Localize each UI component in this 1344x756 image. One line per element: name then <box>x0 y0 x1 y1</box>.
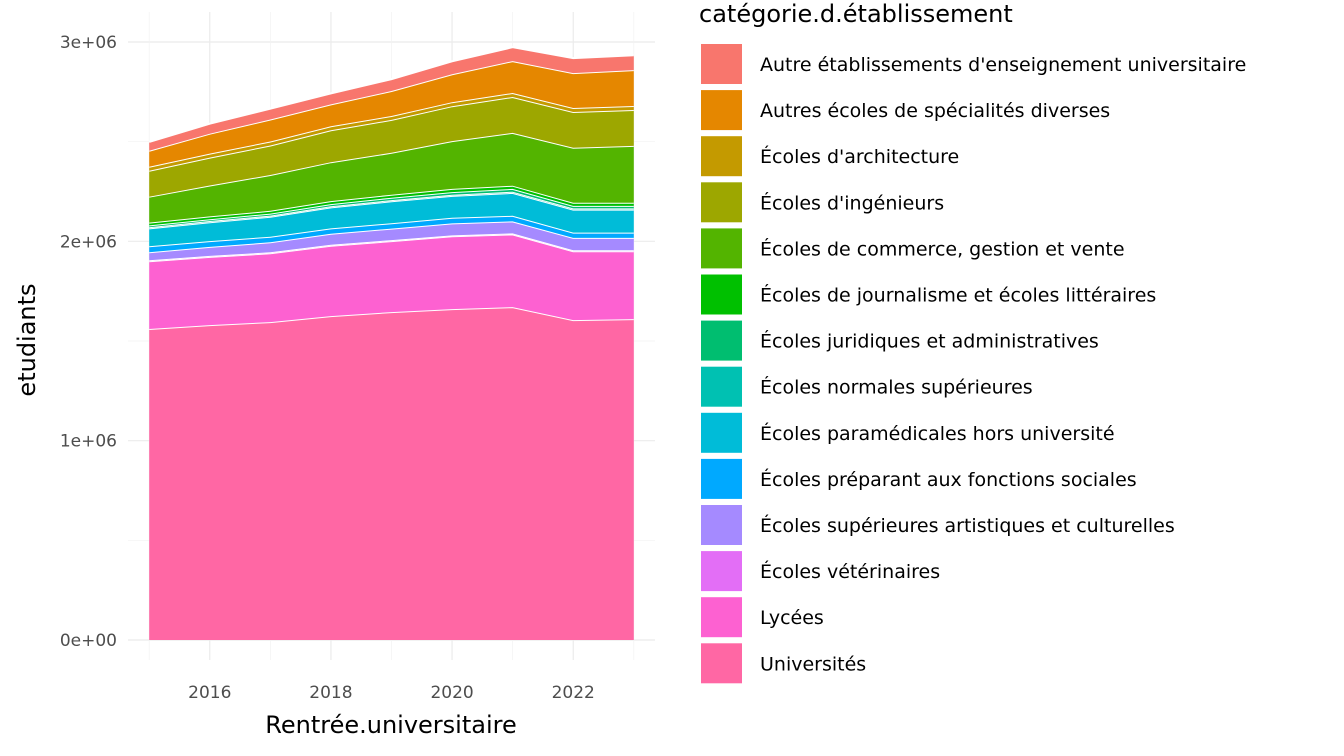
y-tick-label: 2e+06 <box>60 232 117 252</box>
legend-label: Écoles vétérinaires <box>760 560 940 583</box>
area-series <box>149 61 634 167</box>
legend-item: Autre établissements d'enseignement univ… <box>701 44 1246 84</box>
area-series <box>149 97 634 197</box>
legend-label: Écoles normales supérieures <box>760 376 1033 399</box>
y-tick-label: 0e+00 <box>60 631 117 651</box>
x-tick-label: 2018 <box>309 683 352 703</box>
legend-swatch <box>701 505 742 545</box>
area-series <box>149 132 634 223</box>
x-tick-label: 2020 <box>430 683 473 703</box>
legend-label: Écoles préparant aux fonctions sociales <box>760 468 1137 491</box>
legend-swatch <box>701 274 742 315</box>
legend-label: Universités <box>760 653 866 675</box>
legend-item: Écoles vétérinaires <box>701 551 940 592</box>
legend-title: catégorie.d.établissement <box>699 0 1013 28</box>
legend-item: Universités <box>701 643 866 684</box>
legend-item: Autres écoles de spécialités diverses <box>701 90 1110 131</box>
legend-swatch <box>701 412 742 453</box>
legend-item: Écoles de journalisme et écoles littérai… <box>701 274 1156 315</box>
legend-item: Écoles normales supérieures <box>701 366 1033 407</box>
legend-swatch <box>701 458 742 499</box>
legend-swatch <box>701 136 742 177</box>
y-tick-label: 1e+06 <box>60 432 117 452</box>
area-series <box>149 221 634 261</box>
legend-label: Écoles paramédicales hors université <box>760 422 1115 445</box>
legend-item: Écoles paramédicales hors université <box>701 412 1115 453</box>
y-tick-label: 3e+06 <box>60 33 117 53</box>
legend-swatch <box>701 551 742 592</box>
legend-swatch <box>701 597 742 638</box>
legend-items: Autre établissements d'enseignement univ… <box>701 44 1246 684</box>
legend-item: Écoles d'architecture <box>701 136 959 177</box>
legend-swatch <box>701 44 742 84</box>
area-series <box>149 307 634 640</box>
legend-swatch <box>701 320 742 361</box>
legend-label: Écoles d'ingénieurs <box>760 191 944 214</box>
legend-label: Écoles de journalisme et écoles littérai… <box>760 284 1156 307</box>
legend: catégorie.d.établissement Autre établiss… <box>699 0 1246 684</box>
legend-item: Écoles préparant aux fonctions sociales <box>701 458 1137 499</box>
area-series <box>149 234 634 329</box>
legend-item: Écoles de commerce, gestion et vente <box>701 228 1125 269</box>
legend-swatch <box>701 366 742 407</box>
legend-item: Écoles supérieures artistiques et cultur… <box>701 505 1175 545</box>
legend-item: Écoles juridiques et administratives <box>701 320 1099 361</box>
y-axis-tick-labels: 0e+00 1e+06 2e+06 3e+06 <box>60 33 117 651</box>
area-series <box>149 192 634 247</box>
legend-item: Écoles d'ingénieurs <box>701 182 944 223</box>
legend-label: Écoles d'architecture <box>760 145 959 168</box>
legend-label: Écoles supérieures artistiques et cultur… <box>760 514 1175 537</box>
x-tick-label: 2022 <box>552 683 595 703</box>
legend-swatch <box>701 90 742 131</box>
legend-label: Lycées <box>760 607 824 629</box>
legend-label: Écoles de commerce, gestion et vente <box>760 237 1125 260</box>
legend-swatch <box>701 643 742 684</box>
x-axis-tick-labels: 2016 2018 2020 2022 <box>188 683 595 703</box>
x-tick-label: 2016 <box>188 683 231 703</box>
legend-label: Écoles juridiques et administratives <box>760 330 1099 353</box>
legend-swatch <box>701 182 742 223</box>
y-axis-title: etudiants <box>13 283 41 396</box>
area-series-group <box>148 46 634 640</box>
legend-label: Autres écoles de spécialités diverses <box>760 100 1110 122</box>
area-series-outline <box>148 46 634 143</box>
legend-item: Lycées <box>701 597 824 638</box>
x-axis-title: Rentrée.universitaire <box>265 711 516 739</box>
legend-label: Autre établissements d'enseignement univ… <box>760 54 1246 76</box>
legend-swatch <box>701 228 742 269</box>
